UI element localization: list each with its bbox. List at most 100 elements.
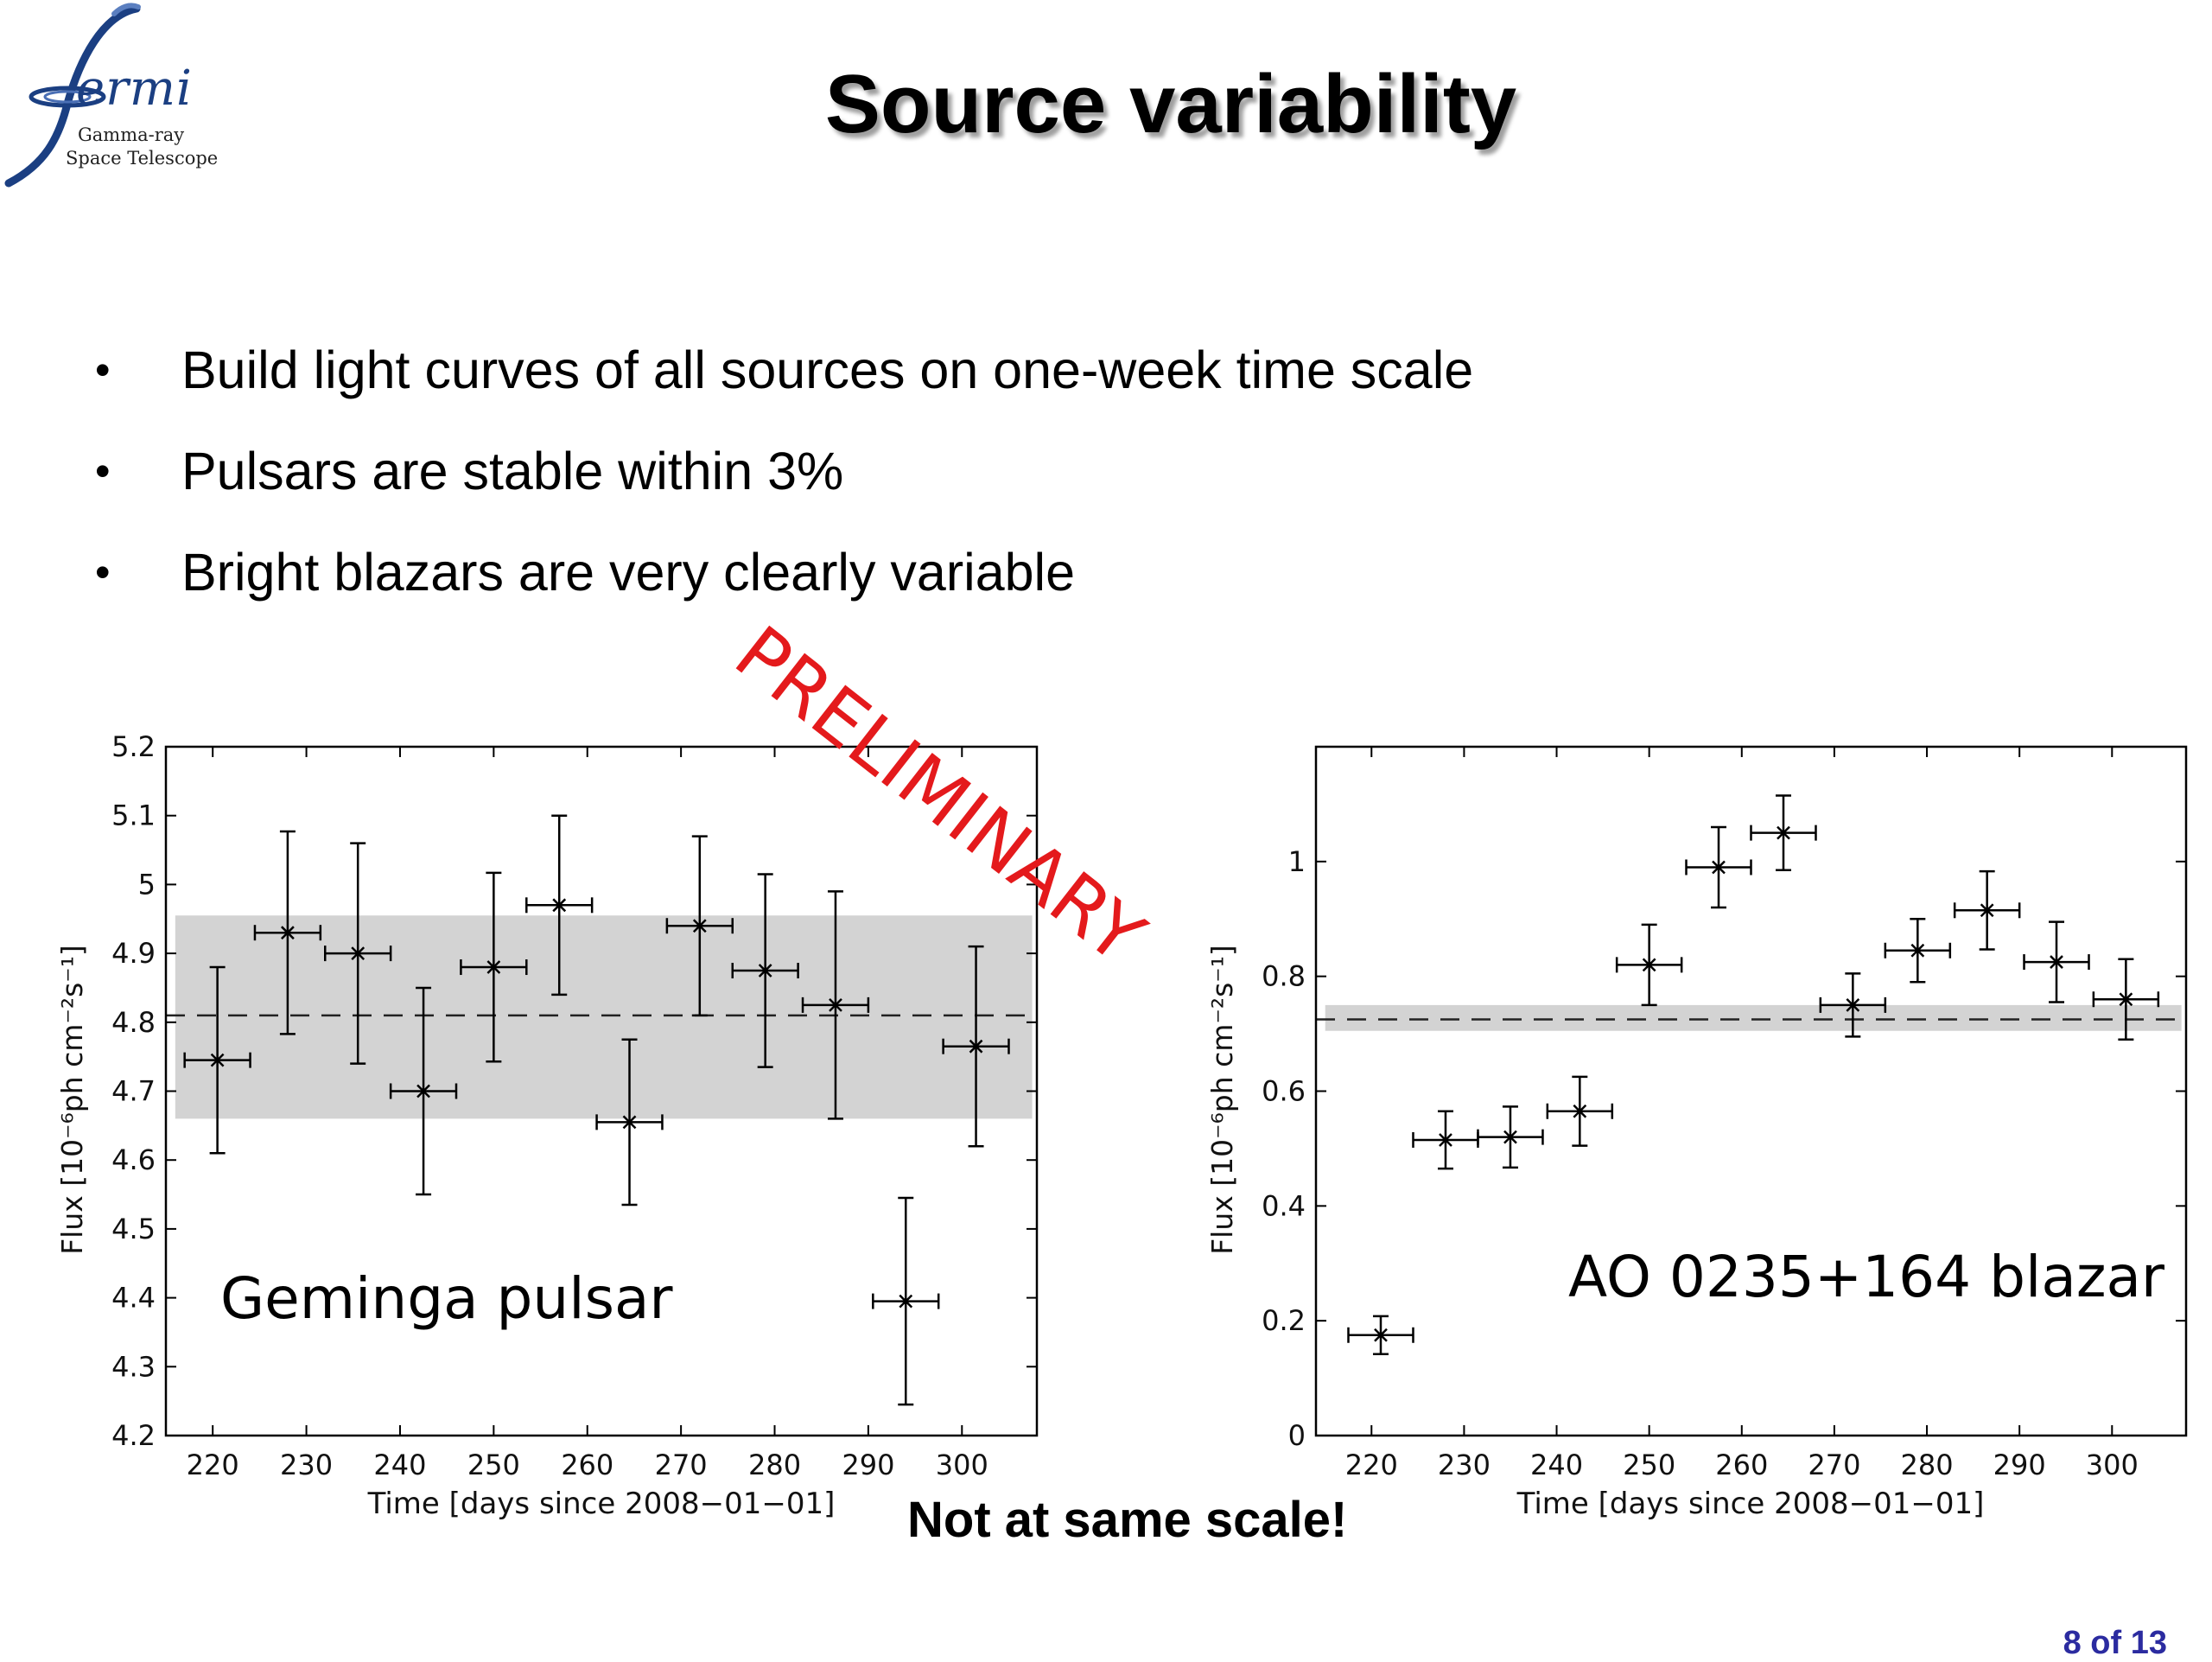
data-point — [1347, 1315, 1414, 1355]
data-point — [1685, 825, 1752, 909]
data-point — [525, 814, 594, 997]
data-point — [1412, 1110, 1479, 1170]
x-tick-label: 300 — [2086, 1449, 2139, 1481]
y-tick-label: 0.6 — [1262, 1075, 1306, 1108]
confidence-band — [1325, 1004, 2182, 1031]
data-point — [665, 835, 734, 1017]
x-tick-label: 270 — [655, 1449, 708, 1481]
x-tick-label: 260 — [1715, 1449, 1768, 1481]
logo-line-1: Gamma-ray — [78, 124, 185, 145]
chart-1: 220 230 240 250 260 270 280 290 300 4.2 4.3 4.4 4.5 4… — [55, 730, 1039, 1521]
point-marker — [969, 1039, 983, 1054]
bullet-dot-icon: • — [95, 548, 111, 596]
point-marker — [486, 960, 501, 974]
bullet-text: Bright blazars are very clearly variable — [181, 543, 1076, 602]
point-marker — [1712, 860, 1726, 875]
y-axis-label: Flux [10⁻⁶ph cm⁻²s⁻¹] — [55, 945, 89, 1255]
y-axis-label: Flux [10⁻⁶ph cm⁻²s⁻¹] — [1205, 945, 1239, 1255]
y-tick-label: 4.4 — [111, 1282, 156, 1315]
bullet-dot-icon: • — [95, 447, 111, 495]
point-marker — [1642, 958, 1656, 972]
bullet-text: Build light curves of all sources on one… — [181, 341, 1474, 399]
y-tick-label: 4.7 — [111, 1075, 156, 1108]
x-tick-label: 230 — [1438, 1449, 1491, 1481]
point-marker — [1777, 825, 1790, 840]
y-tick-label: 1 — [1288, 845, 1306, 878]
point-marker — [210, 1053, 225, 1067]
x-axis-label: Time [days since 2008−01−01] — [1516, 1487, 1985, 1521]
y-tick-label: 4.5 — [111, 1213, 156, 1245]
point-marker — [2050, 955, 2063, 969]
point-marker — [692, 919, 707, 933]
data-point — [253, 830, 322, 1035]
bullet-item: • Pulsars are stable within 3% — [86, 421, 1473, 522]
y-tick-label: 5 — [138, 868, 156, 901]
x-tick-label: 270 — [1808, 1449, 1860, 1481]
point-marker — [1573, 1104, 1587, 1118]
point-marker — [416, 1084, 430, 1098]
data-point — [2092, 958, 2160, 1041]
y-tick-label: 0.4 — [1262, 1189, 1306, 1222]
x-tick-label: 220 — [187, 1449, 239, 1481]
bullet-dot-icon: • — [95, 346, 111, 394]
bullet-text: Pulsars are stable within 3% — [181, 442, 844, 500]
data-point — [1615, 923, 1683, 1007]
x-tick-label: 240 — [373, 1449, 426, 1481]
data-point — [1477, 1105, 1544, 1169]
point-marker — [1980, 903, 1994, 918]
point-marker — [1910, 943, 1925, 958]
x-tick-label: 260 — [561, 1449, 613, 1481]
bullet-item: • Bright blazars are very clearly variabl… — [86, 522, 1473, 623]
data-point — [183, 965, 251, 1155]
y-tick-label: 4.8 — [111, 1006, 156, 1039]
data-point — [595, 1038, 664, 1207]
y-tick-label: 0 — [1288, 1419, 1306, 1452]
data-point — [324, 842, 392, 1065]
data-point — [942, 945, 1010, 1148]
y-tick-label: 4.3 — [111, 1350, 156, 1383]
logo-wordmark: ermi — [76, 60, 193, 117]
y-tick-label: 4.6 — [111, 1143, 156, 1176]
point-marker — [552, 898, 567, 913]
series-annotation: Geminga pulsar — [220, 1265, 673, 1332]
x-axis-label: Time [days since 2008−01−01] — [367, 1487, 836, 1521]
x-tick-label: 300 — [936, 1449, 988, 1481]
data-point — [460, 871, 528, 1063]
y-tick-label: 0.2 — [1262, 1304, 1306, 1337]
x-tick-label: 250 — [467, 1449, 520, 1481]
x-tick-label: 250 — [1623, 1449, 1675, 1481]
x-tick-label: 220 — [1345, 1449, 1398, 1481]
point-marker — [1846, 997, 1860, 1012]
plot-frame — [1314, 745, 2188, 1437]
data-point — [1884, 918, 1952, 984]
y-tick-label: 4.9 — [111, 937, 156, 970]
confidence-band — [175, 915, 1033, 1119]
data-point — [1953, 869, 2021, 951]
y-tick-label: 5.2 — [111, 730, 156, 763]
data-point — [2023, 920, 2090, 1003]
point-marker — [899, 1294, 913, 1309]
point-marker — [1503, 1130, 1517, 1144]
bullet-item: • Build light curves of all sources on on… — [86, 320, 1473, 421]
y-tick-label: 4.2 — [111, 1419, 156, 1452]
point-marker — [622, 1115, 637, 1130]
data-point — [872, 1196, 940, 1406]
scale-note: Not at same scale! — [907, 1492, 1348, 1548]
series-annotation: AO 0235+164 blazar — [1568, 1244, 2165, 1310]
data-point — [1750, 794, 1817, 872]
x-tick-label: 230 — [280, 1449, 333, 1481]
data-point — [731, 873, 799, 1068]
data-point — [1819, 972, 1887, 1038]
fermi-swoosh-icon — [4, 3, 141, 188]
point-marker — [829, 997, 842, 1012]
point-marker — [758, 964, 772, 977]
fermi-logo: ermi Gamma-ray Space Telescope — [0, 0, 233, 199]
point-marker — [1439, 1133, 1452, 1147]
point-marker — [281, 926, 295, 940]
logo-line-2: Space Telescope — [66, 148, 219, 169]
x-tick-label: 290 — [1993, 1449, 2046, 1481]
data-point — [801, 890, 870, 1120]
chart-2: 220 230 240 250 260 270 280 290 300 0 0.2 0.4 0.6 0.8… — [1205, 745, 2188, 1521]
x-tick-label: 280 — [748, 1449, 801, 1481]
